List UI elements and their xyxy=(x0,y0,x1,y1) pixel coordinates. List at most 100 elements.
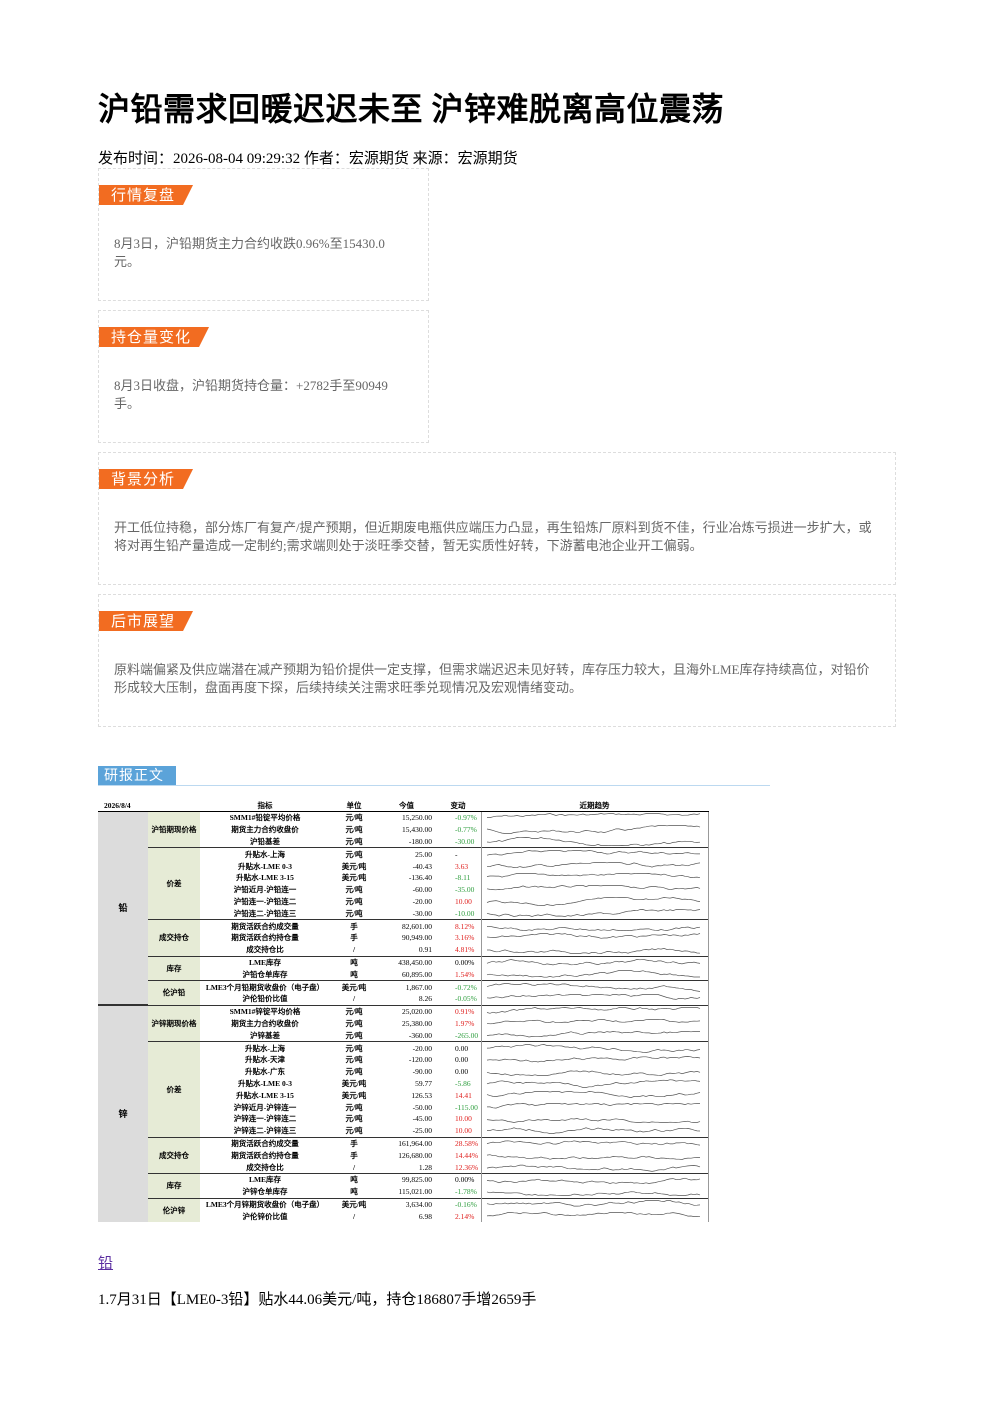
table-row: 升贴水-LME 0-3 美元/吨 59.77 -5.86 xyxy=(98,1077,709,1090)
table-row: 升贴水-LME 0-3 美元/吨 -40.43 3.63 xyxy=(98,860,709,872)
unit-cell: 元/吨 xyxy=(345,1114,363,1124)
sparkline xyxy=(486,1200,700,1207)
column-header: 单位 xyxy=(330,800,379,812)
indicator-cell: LME库存 xyxy=(200,1172,331,1186)
trend-cell xyxy=(480,968,709,981)
change-cell: -0.05% xyxy=(455,994,477,1004)
sparkline-path xyxy=(486,908,700,917)
unit-cell: 美元/吨 xyxy=(341,1090,367,1100)
unit-cell: 美元/吨 xyxy=(341,873,367,883)
change-cell: 0.00 xyxy=(455,1055,469,1065)
column-header: 今值 xyxy=(378,800,436,812)
subgroup-cell: 沪锌期现价格 xyxy=(148,1004,201,1042)
sparkline xyxy=(486,1118,700,1124)
indicator-cell: 升贴水-LME 3-15 xyxy=(236,1090,294,1100)
change-cell: -0.97% xyxy=(435,810,482,824)
sparkline xyxy=(486,1178,700,1185)
tag-link[interactable]: 铅 xyxy=(98,1256,114,1272)
indicator-cell: 沪铅近月-沪铅连一 xyxy=(233,885,297,895)
sparkline-path xyxy=(486,849,700,856)
sparkline xyxy=(486,1191,700,1196)
value-cell: -60.00 xyxy=(412,885,433,895)
change-cell: -0.16% xyxy=(435,1197,482,1211)
table-row: 价差 升贴水-上海 元/吨 25.00- xyxy=(98,847,709,920)
unit-cell: 元/吨 xyxy=(345,1102,363,1112)
table-row: 沪铅仓单库存 吨 60,895.00 1.54% xyxy=(98,968,709,981)
change-cell: -10.00 xyxy=(455,908,475,918)
unit-cell: / xyxy=(352,945,356,955)
value-cell: 1,867.00 xyxy=(378,980,436,993)
indicator-cell: 升贴水-LME 0-3 xyxy=(238,861,292,871)
value-cell: -40.43 xyxy=(412,861,433,871)
subgroup-cell: 价差 xyxy=(148,847,201,920)
sparkline xyxy=(486,1043,700,1053)
trend-cell xyxy=(480,1136,709,1150)
subgroup-cell: 库存 xyxy=(148,955,201,981)
article-meta: 发布时间：2026-08-04 09:29:32 作者：宏源期货 来源：宏源期货 xyxy=(98,151,518,167)
table-row: 升贴水-天津 元/吨 -120.00 0.00 xyxy=(98,1053,709,1066)
column-header: 指标 xyxy=(200,800,331,812)
sparkline-path xyxy=(486,1030,700,1038)
change-cell: -265.00 xyxy=(455,1030,479,1040)
trend-cell xyxy=(480,992,709,1006)
change-cell: - xyxy=(435,847,482,861)
sparkline xyxy=(486,1211,700,1217)
change-cell: 0.00% xyxy=(435,1172,482,1186)
indicator-cell: LME库存 xyxy=(200,955,331,969)
value-cell: -30.00 xyxy=(412,908,433,918)
indicator-cell: 沪铅连二-沪铅连三 xyxy=(233,908,297,918)
indicator-cell: 沪锌近月-沪锌连一 xyxy=(233,1102,297,1112)
table-row: 沪锌连二-沪锌连三 元/吨 -25.00 10.00 xyxy=(98,1124,709,1138)
table-date: 2026/8/4 xyxy=(98,800,201,812)
sparkline xyxy=(486,813,700,819)
value-cell: 8.26 xyxy=(418,994,433,1004)
unit-cell: 美元/吨 xyxy=(330,1197,379,1211)
sparkline xyxy=(486,825,700,835)
unit-cell: 手 xyxy=(350,1150,358,1160)
indicator-cell: 期货活跃合约成交量 xyxy=(200,1136,331,1150)
indicator-cell: LME3个月锌期货收盘价（电子盘） xyxy=(200,1197,331,1211)
indicator-cell: 期货主力合约收盘价 xyxy=(231,1018,299,1028)
sparkline xyxy=(486,897,700,906)
change-cell: 10.00 xyxy=(455,896,472,906)
subgroup-cell: 库存 xyxy=(148,1172,201,1198)
sparkline-path xyxy=(486,958,700,966)
trend-cell xyxy=(480,1161,709,1174)
sparkline-path xyxy=(486,1019,700,1025)
value-cell: -136.40 xyxy=(408,873,433,883)
sparkline-path xyxy=(486,1070,700,1076)
unit-cell: 元/吨 xyxy=(345,1030,363,1040)
subgroup-cell: 伦沪铅 xyxy=(148,980,201,1006)
indicator-cell: 期货活跃合约持仓量 xyxy=(231,1150,299,1160)
value-cell: 1.28 xyxy=(418,1162,433,1172)
change-cell: 12.36% xyxy=(455,1162,479,1172)
change-cell: 28.58% xyxy=(435,1136,482,1150)
unit-cell: 元/吨 xyxy=(345,1067,363,1077)
sparkline-path xyxy=(486,873,700,879)
trend-cell xyxy=(480,823,709,836)
trend-cell xyxy=(480,1017,709,1030)
section-label: 持仓量变化 xyxy=(99,327,209,347)
sparkline xyxy=(486,908,700,917)
value-cell: -50.00 xyxy=(412,1102,433,1112)
column-header: 变动 xyxy=(435,800,482,812)
change-cell: 3.63 xyxy=(455,861,469,871)
sparkline-path xyxy=(486,1191,700,1196)
sparkline xyxy=(486,1127,700,1135)
section-text: 8月3日收盘，沪铅期货持仓量：+2782手至90949手。 xyxy=(114,378,388,411)
unit-cell: 吨 xyxy=(330,1172,379,1186)
sparkline-path xyxy=(486,1102,700,1108)
indicator-cell: 沪锌连一-沪锌连二 xyxy=(233,1114,297,1124)
trend-cell xyxy=(480,931,709,944)
unit-cell: 元/吨 xyxy=(345,825,363,835)
table-row: 升贴水-LME 3-15 美元/吨 -136.40 -8.11 xyxy=(98,871,709,884)
sparkline xyxy=(486,1056,700,1063)
trend-cell xyxy=(480,1149,709,1162)
sparkline xyxy=(486,885,700,891)
indicator-cell: 升贴水-广东 xyxy=(245,1067,286,1077)
sparkline-path xyxy=(486,1118,700,1124)
table-row: 锌沪锌期现价格 SMM1#锌锭平均价格 元/吨 25,020.00 0.91% xyxy=(98,1004,709,1223)
sparkline-path xyxy=(486,1127,700,1135)
sparkline xyxy=(486,982,700,992)
sparkline xyxy=(486,1154,700,1160)
